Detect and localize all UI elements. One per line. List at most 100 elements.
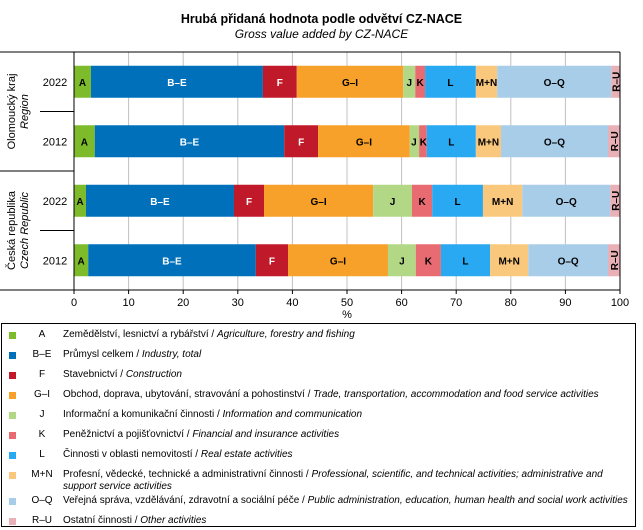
segment-label: L: [448, 137, 454, 148]
group-label-en: Region: [19, 94, 31, 129]
legend-text-en: Industry, total: [141, 349, 202, 360]
y-labels: Olomoucký kraj Region 2022 2012 Česká republ…: [5, 74, 67, 270]
legend-code: F: [38, 369, 46, 380]
bar-segment: [90, 65, 263, 98]
bar-segment: [425, 65, 476, 98]
x-tick-label: 100: [611, 297, 629, 309]
segment-label: G–I: [356, 137, 372, 148]
segment-label: J: [411, 137, 417, 148]
bar-segment: [482, 184, 523, 217]
bars: [74, 65, 620, 277]
segment-label: K: [420, 137, 428, 148]
bar-segment: [255, 244, 289, 277]
legend-text-en: Financial and insurance activities: [192, 429, 340, 440]
legend-swatch: [9, 332, 16, 339]
bar-segment: [490, 244, 529, 277]
segment-label: M+N: [498, 256, 519, 267]
x-tick-label: 20: [177, 297, 189, 309]
x-tick-label: 80: [505, 297, 517, 309]
segment-label: A: [76, 197, 83, 208]
group-label: Olomoucký kraj: [6, 74, 18, 150]
legend-swatch: [9, 372, 16, 379]
x-tick-label: 30: [232, 297, 244, 309]
bar-segment: [610, 184, 620, 217]
x-tick-label: 40: [286, 297, 298, 309]
segment-label: L: [455, 197, 461, 208]
legend-text: Zemědělství, lesnictví a rybářství / Agr…: [63, 329, 631, 341]
legend-text-en: Construction: [125, 369, 182, 380]
x-tick-label: 60: [395, 297, 407, 309]
legend-text-cs: Zemědělství, lesnictví a rybářství /: [63, 329, 217, 340]
legend-code: A: [38, 329, 46, 340]
segment-label: O–Q: [544, 137, 565, 148]
legend-text-cs: Činnosti v oblasti nemovitostí /: [63, 449, 201, 460]
stacked-bar-chart: A B–E F G–I J K L M+N O–Q R–UA B–E F G–I J K L M+N O–Q R–U…: [0, 51, 629, 321]
bar-segment: [528, 244, 608, 277]
segment-label: G–I: [342, 78, 358, 89]
bar-segment: [475, 65, 498, 98]
bar-segment: [403, 65, 416, 98]
legend-swatch: [9, 412, 16, 419]
x-tick-label: 10: [122, 297, 134, 309]
legend-code: M+N: [31, 469, 53, 480]
legend-text: Informační a komunikační činnosti / Info…: [63, 409, 631, 421]
legend-text-en: Information and communication: [222, 409, 363, 420]
legend-text: Veřejná správa, vzdělávání, zdravotní a …: [63, 495, 631, 507]
segment-label: B–E: [180, 137, 200, 148]
segment-label: K: [418, 197, 426, 208]
bar-segment: [318, 125, 410, 158]
bar-segment: [74, 65, 91, 98]
legend-text: Profesní, vědecké, technické a administr…: [63, 469, 631, 493]
bar-segment: [409, 125, 420, 158]
bar-segment: [264, 184, 374, 217]
bar-segment: [373, 184, 412, 217]
legend-code: K: [38, 429, 46, 440]
segment-label: B–E: [167, 78, 187, 89]
bar-segment: [475, 125, 501, 158]
segment-label: F: [298, 137, 304, 148]
segment-label: K: [425, 256, 433, 267]
segment-label: R–U: [610, 131, 621, 151]
legend-swatch: [9, 518, 16, 525]
x-tick-label: 50: [341, 297, 353, 309]
segment-label: K: [417, 78, 425, 89]
bar-segment: [500, 125, 608, 158]
segment-label: M+N: [476, 78, 497, 89]
bar-segment: [607, 125, 620, 158]
bar-segment: [497, 65, 612, 98]
segment-label: F: [269, 256, 275, 267]
legend-swatch: [9, 472, 16, 479]
legend-code: L: [39, 449, 45, 460]
bar-segment: [387, 244, 416, 277]
legend-text: Obchod, doprava, ubytování, stravování a…: [63, 389, 631, 401]
segment-label: J: [390, 197, 396, 208]
segment-label: F: [277, 78, 283, 89]
legend-code: J: [39, 409, 45, 420]
legend-text: Peněžnictví a pojišťovnictví / Financial…: [63, 429, 631, 441]
x-tick-label: 70: [450, 297, 462, 309]
bar-segment: [74, 244, 89, 277]
segment-label: F: [246, 197, 252, 208]
legend-text-en: Public administration, education, human …: [307, 495, 628, 506]
x-axis-label: %: [342, 309, 352, 321]
bar-segment: [74, 184, 87, 217]
segment-label: L: [462, 256, 468, 267]
bar-segment: [432, 184, 483, 217]
segment-label: A: [79, 78, 86, 89]
bar-segment: [415, 65, 426, 98]
chart-subtitle: Gross value added by CZ-NACE: [234, 27, 409, 41]
segment-label: R–U: [610, 250, 621, 270]
bar-segment: [288, 244, 388, 277]
group-label: Česká republika: [5, 190, 18, 270]
bar-segment: [284, 125, 319, 158]
legend-text: Stavebnictví / Construction: [63, 369, 631, 381]
segment-label: R–U: [611, 191, 622, 211]
legend-text-cs: Ostatní činnosti /: [63, 515, 141, 526]
chart-title: Hrubá přidaná hodnota podle odvětví CZ-N…: [180, 12, 463, 26]
legend-text-cs: Průmysl celkem /: [63, 349, 142, 360]
segment-label: M+N: [492, 197, 513, 208]
bar-segment: [86, 184, 234, 217]
legend: A Zemědělství, lesnictví a rybářství / Ag…: [1, 323, 636, 527]
segment-label: A: [81, 137, 88, 148]
bar-segment: [440, 244, 491, 277]
